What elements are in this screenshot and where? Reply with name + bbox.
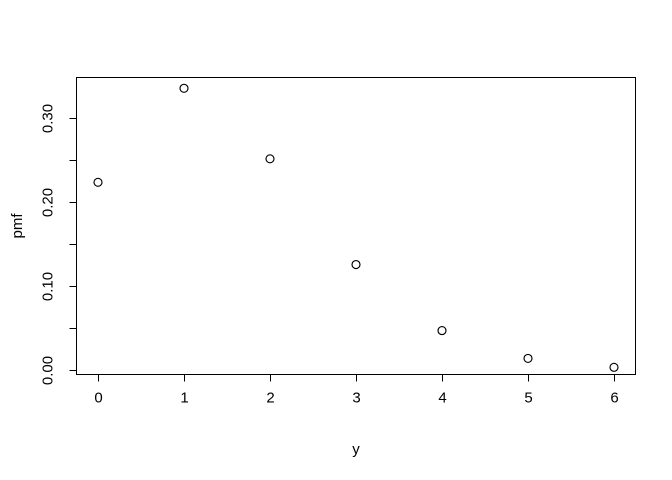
y-axis-ticks [69, 117, 77, 372]
data-point [523, 353, 533, 363]
data-point [351, 259, 361, 270]
y-tick-label: 0.30 [40, 104, 57, 133]
x-tick-label: 1 [180, 390, 188, 407]
y-tick-label: 0.10 [40, 272, 57, 301]
data-point [437, 326, 447, 336]
y-axis-tick-labels: 0.00 0.10 0.20 0.30 [40, 104, 57, 385]
x-tick-label: 4 [438, 390, 446, 407]
y-tick-label: 0.20 [40, 188, 57, 217]
x-tick-label: 2 [266, 390, 274, 407]
data-point [179, 83, 189, 93]
y-axis-title: pmf [9, 213, 26, 239]
data-point-group [93, 83, 619, 372]
x-axis-title: y [352, 441, 360, 458]
y-tick-label: 0.00 [40, 356, 57, 385]
x-axis-tick-labels: 0 1 2 3 4 5 6 [94, 390, 618, 407]
x-tick-label: 6 [610, 390, 618, 407]
x-tick-label: 0 [94, 390, 102, 407]
x-axis-ticks [97, 374, 616, 382]
x-tick-label: 3 [352, 390, 360, 407]
data-point [265, 154, 275, 164]
data-point [609, 362, 619, 372]
x-tick-label: 5 [524, 390, 532, 407]
data-point [93, 177, 103, 187]
